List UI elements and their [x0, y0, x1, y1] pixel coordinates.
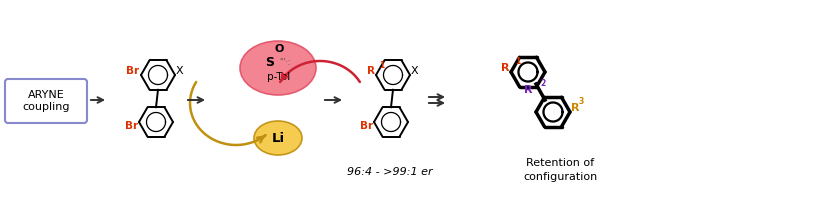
- Text: R: R: [500, 63, 509, 73]
- FancyBboxPatch shape: [5, 79, 87, 123]
- Text: 96:4 - >99:1 er: 96:4 - >99:1 er: [347, 167, 432, 177]
- Text: Br: Br: [360, 121, 373, 131]
- Text: 3: 3: [579, 97, 584, 106]
- Text: Br: Br: [126, 66, 139, 76]
- Text: S: S: [266, 55, 275, 68]
- Text: Li: Li: [271, 131, 285, 144]
- Text: p-Tol: p-Tol: [267, 72, 290, 82]
- Text: '''·:: '''·:: [279, 58, 290, 67]
- Text: R: R: [524, 85, 532, 95]
- Text: 2: 2: [540, 79, 545, 88]
- Ellipse shape: [254, 121, 302, 155]
- Text: Br: Br: [124, 121, 138, 131]
- Text: R: R: [571, 103, 579, 113]
- Text: 1: 1: [515, 56, 520, 65]
- Text: ARYNE
coupling: ARYNE coupling: [22, 90, 70, 112]
- Text: 1: 1: [379, 61, 384, 70]
- Text: O: O: [274, 44, 284, 54]
- Text: Retention of
configuration: Retention of configuration: [523, 158, 597, 182]
- Ellipse shape: [240, 41, 316, 95]
- Text: R: R: [367, 66, 375, 76]
- Text: X: X: [411, 66, 418, 76]
- Text: X: X: [176, 66, 183, 76]
